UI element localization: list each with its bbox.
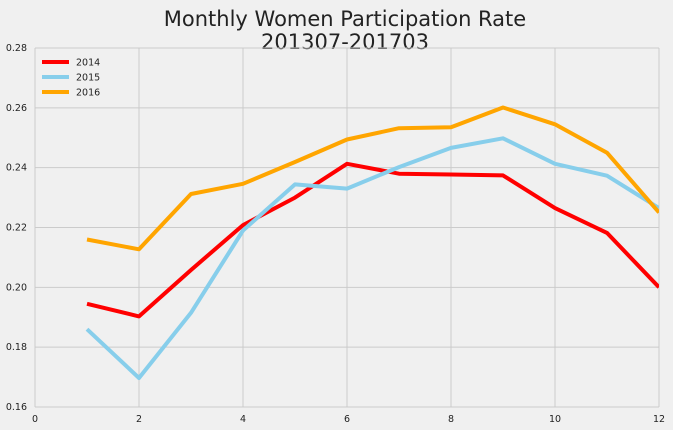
legend: 2014 2015 2016 <box>42 58 100 99</box>
x-tick-label: 6 <box>344 414 350 425</box>
x-tick-label: 10 <box>549 414 561 425</box>
x-tick-label: 8 <box>448 414 454 425</box>
series-line-2015 <box>85 136 659 380</box>
x-tick-label: 12 <box>653 414 665 425</box>
y-tick-label: 0.26 <box>6 103 27 114</box>
x-tick-label: 2 <box>136 414 142 425</box>
y-tick-label: 0.18 <box>6 342 27 353</box>
y-tick-label: 0.20 <box>6 282 27 293</box>
y-tick-label: 0.24 <box>6 163 27 174</box>
y-tick-label: 0.28 <box>6 43 27 54</box>
x-tick-label: 4 <box>240 414 246 425</box>
series-lines <box>85 105 659 380</box>
y-tick-label: 0.22 <box>6 223 27 234</box>
x-tick-label: 0 <box>32 414 38 425</box>
y-tick-label: 0.16 <box>6 402 27 413</box>
legend-label-2014: 2014 <box>76 58 100 69</box>
legend-label-2015: 2015 <box>76 73 100 84</box>
series-line-2016 <box>86 105 659 252</box>
chart-title: Monthly Women Participation Rate <box>164 7 526 31</box>
series-line-2014 <box>86 161 659 319</box>
legend-label-2016: 2016 <box>76 88 100 99</box>
chart-subtitle: 201307-201703 <box>261 30 429 54</box>
tick-labels: 0 2 4 6 8 10 12 0.16 0.18 0.20 0.22 0.24 0.26 0.28 <box>6 43 665 425</box>
